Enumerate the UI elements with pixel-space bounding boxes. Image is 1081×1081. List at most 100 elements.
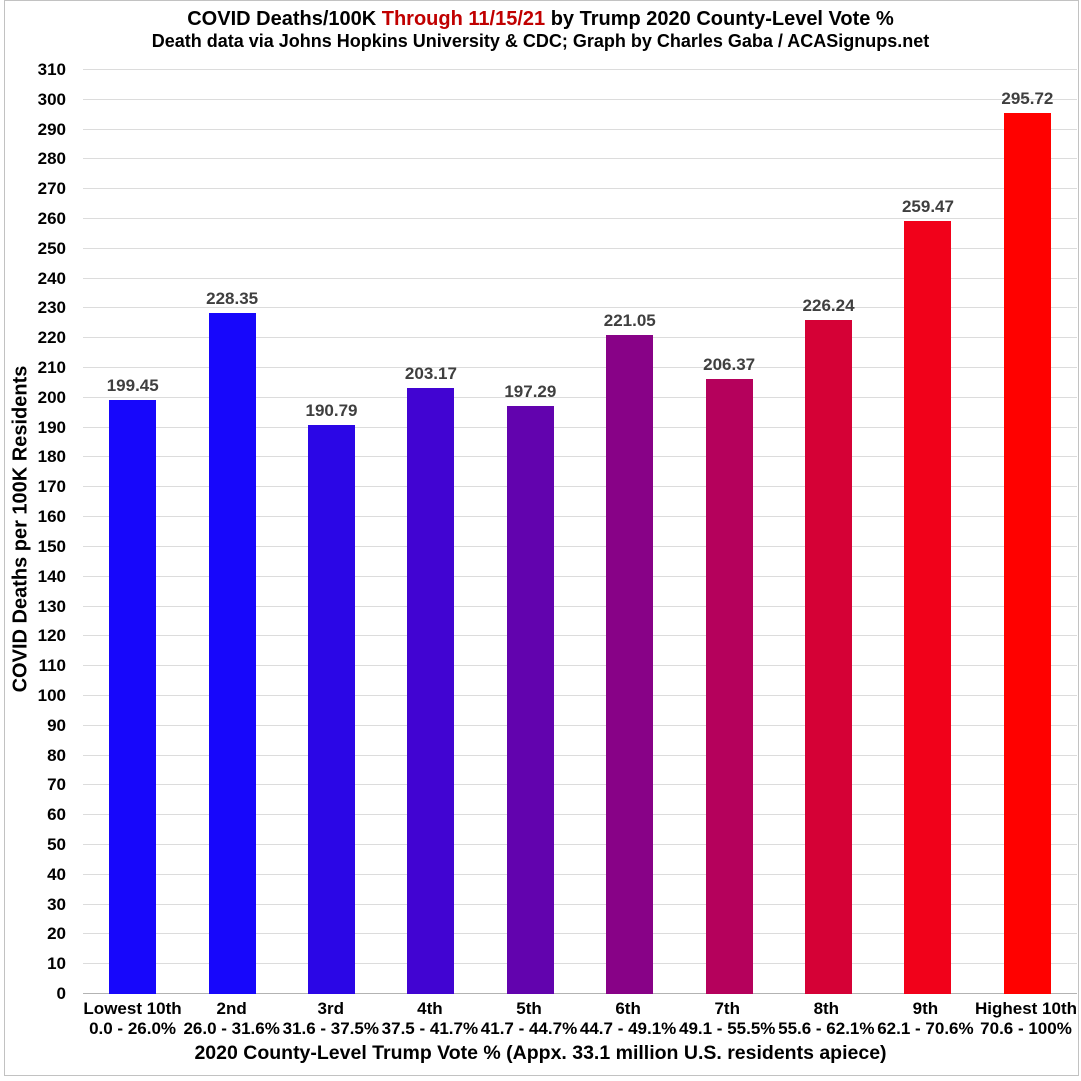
- x-category-name: 7th: [714, 999, 740, 1018]
- y-tick-label: 200: [37, 387, 66, 407]
- x-category-name: 9th: [912, 999, 939, 1018]
- x-category-range: 70.6 - 100%: [980, 1019, 1072, 1038]
- bar: [606, 335, 654, 994]
- bar-group-8: 226.24: [779, 296, 878, 994]
- bar-value-label: 228.35: [206, 289, 259, 309]
- bar: [705, 378, 753, 994]
- gridline: [83, 724, 1077, 726]
- y-tick-label: 170: [37, 477, 66, 497]
- bar: [904, 220, 952, 994]
- gridline: [83, 456, 1077, 458]
- gridline: [83, 426, 1077, 428]
- y-tick-label: 120: [37, 626, 66, 646]
- y-tick-label: 80: [47, 745, 66, 765]
- y-tick-label: 130: [37, 596, 66, 616]
- bar: [805, 319, 853, 994]
- y-tick-label: 180: [37, 447, 66, 467]
- x-axis-title: 2020 County-Level Trump Vote % (Appx. 33…: [194, 1042, 887, 1064]
- gridline: [83, 337, 1077, 339]
- x-category: Lowest 10th 0.0 - 26.0%: [83, 999, 182, 1039]
- x-category-name: Highest 10th: [974, 999, 1078, 1018]
- x-category-name: 8th: [813, 999, 840, 1018]
- x-category: 7th 49.1 - 55.5%: [678, 999, 777, 1039]
- y-tick-label: 10: [47, 954, 66, 974]
- x-category: 2nd 26.0 - 31.6%: [182, 999, 281, 1039]
- gridline: [83, 635, 1077, 637]
- x-category-range: 62.1 - 70.6%: [877, 1019, 974, 1038]
- y-tick-label: 90: [47, 715, 66, 735]
- bar-value-label: 190.79: [305, 401, 358, 421]
- y-tick-label: 140: [37, 566, 66, 586]
- gridline: [83, 396, 1077, 398]
- bar-group-5: 197.29: [481, 382, 580, 994]
- y-tick-label: 160: [37, 507, 66, 527]
- y-tick-label: 40: [47, 864, 66, 884]
- y-tick-label: 0: [56, 984, 66, 1003]
- bar-value-label: 295.72: [1001, 88, 1054, 108]
- x-category: 5th 41.7 - 44.7%: [479, 999, 578, 1039]
- x-category: 6th 44.7 - 49.1%: [579, 999, 678, 1039]
- x-category: Highest 10th 70.6 - 100%: [975, 999, 1077, 1039]
- bar-group-9: 259.47: [878, 197, 977, 994]
- gridline: [83, 694, 1077, 696]
- gridline: [83, 218, 1077, 220]
- gridline: [83, 128, 1077, 130]
- x-category-range: 44.7 - 49.1%: [579, 1019, 677, 1038]
- bar: [407, 388, 455, 994]
- bar: [109, 399, 157, 994]
- gridline: [83, 277, 1077, 279]
- chart-title-suffix: by Trump 2020 County-Level Vote %: [545, 8, 894, 30]
- bar-value-label: 206.37: [703, 354, 756, 374]
- bar-series: 199.45 228.35 190.79 203.17 197.29 221.05 206.…: [83, 70, 1077, 994]
- gridline: [83, 843, 1077, 845]
- y-tick-label: 60: [47, 805, 66, 825]
- y-tick-label: 150: [37, 536, 66, 556]
- bar-value-label: 197.29: [504, 381, 557, 401]
- gridline: [83, 367, 1077, 369]
- gridline: [83, 69, 1077, 70]
- x-category-name: 5th: [516, 999, 542, 1018]
- bar-group-7: 206.37: [679, 355, 778, 994]
- y-tick-label: 70: [47, 775, 66, 795]
- gridline: [83, 754, 1077, 756]
- chart-header: COVID Deaths/100K Through 11/15/21 by Tr…: [0, 7, 1081, 53]
- bar-value-label: 226.24: [802, 295, 855, 315]
- x-category: 4th 37.5 - 41.7%: [380, 999, 479, 1039]
- bar: [208, 313, 256, 994]
- x-category-range: 55.6 - 62.1%: [778, 1019, 875, 1038]
- gridline: [83, 605, 1077, 607]
- x-category-range: 41.7 - 44.7%: [480, 1019, 578, 1038]
- y-tick-label: 30: [47, 894, 66, 914]
- y-tick-label: 190: [37, 417, 66, 437]
- gridline: [83, 665, 1077, 667]
- y-tick-label: 220: [37, 328, 66, 348]
- gridline: [83, 963, 1077, 965]
- plot-area: 199.45 228.35 190.79 203.17 197.29 221.05 206.…: [83, 69, 1077, 994]
- gridline: [83, 545, 1077, 547]
- bar-value-label: 259.47: [901, 196, 954, 216]
- gridline: [83, 307, 1077, 309]
- y-tick-label: 230: [37, 298, 66, 318]
- y-tick-label: 270: [37, 179, 66, 199]
- gridline: [83, 575, 1077, 577]
- x-category: 9th 62.1 - 70.6%: [876, 999, 975, 1039]
- x-category-range: 31.6 - 37.5%: [282, 1019, 379, 1038]
- bar-group-2: 228.35: [182, 289, 281, 994]
- gridline: [83, 873, 1077, 875]
- x-category-name: Lowest 10th: [83, 999, 182, 1018]
- bar-value-label: 199.45: [106, 375, 159, 395]
- x-category-name: 3rd: [317, 999, 344, 1018]
- y-tick-label: 280: [37, 149, 66, 169]
- y-tick-label: 20: [47, 924, 66, 944]
- y-tick-label: 250: [37, 238, 66, 258]
- x-category-range: 0.0 - 26.0%: [89, 1019, 177, 1038]
- bar-group-6: 221.05: [580, 311, 679, 994]
- gridline: [83, 247, 1077, 249]
- x-axis-category-labels: Lowest 10th 0.0 - 26.0% 2nd 26.0 - 31.6% 3rd…: [83, 999, 1077, 1039]
- chart-title-date-highlight: Through 11/15/21: [381, 8, 546, 30]
- gridline: [83, 158, 1077, 160]
- x-category-range: 49.1 - 55.5%: [679, 1019, 776, 1038]
- chart-title: COVID Deaths/100K Through 11/15/21 by Tr…: [0, 7, 1081, 31]
- bar-group-1: 199.45: [83, 376, 182, 994]
- y-tick-label: 310: [37, 60, 66, 79]
